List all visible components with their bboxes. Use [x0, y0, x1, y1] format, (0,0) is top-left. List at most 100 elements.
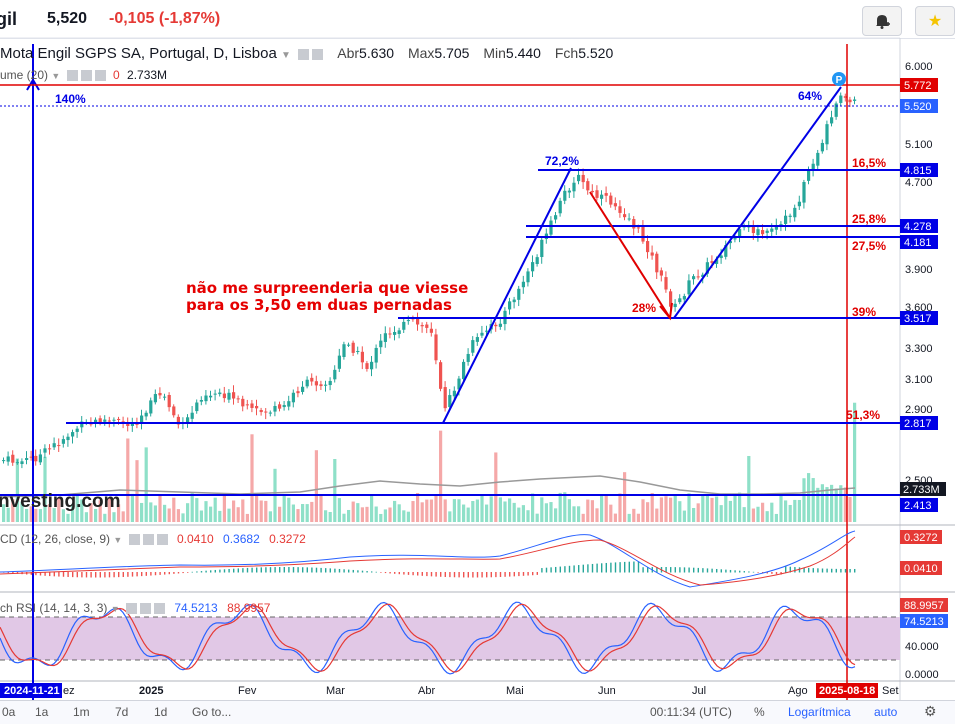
candle-body [613, 203, 617, 207]
macd-hist-bar [108, 572, 111, 578]
macd-hist-bar [794, 567, 796, 573]
stoch-rsi-legend: ch RSI (14, 14, 3, 3) ▼ 74.5213 88.9957 [0, 601, 271, 615]
close-icon[interactable] [156, 534, 168, 546]
macd-hist-bar [389, 572, 391, 574]
close-icon[interactable] [154, 603, 165, 615]
volume-bar [121, 511, 125, 522]
macd-line [0, 530, 856, 588]
macd-hist-bar [426, 572, 428, 577]
candle-body [526, 271, 530, 283]
candle-body [673, 303, 677, 308]
candle-body [834, 103, 838, 117]
svg-text:Abr: Abr [418, 685, 435, 697]
volume-bar [172, 497, 176, 522]
range-button-1a[interactable]: 1a [35, 705, 49, 719]
macd-hist-bar [835, 568, 837, 573]
range-button-1d[interactable]: 1d [154, 705, 168, 719]
macd-hist-bar [237, 568, 239, 573]
candle-body [126, 423, 130, 426]
macd-hist-bar [614, 562, 617, 573]
chevron-down-icon[interactable]: ▼ [110, 604, 120, 614]
volume-bar [383, 509, 387, 522]
macd-hist-bar [371, 571, 373, 573]
time-tag-right: 2025-08-18 [819, 685, 875, 697]
visibility-icon[interactable] [128, 534, 140, 546]
volume-bar [190, 493, 194, 522]
pct-label-28: 28% [632, 301, 656, 315]
range-button-7d[interactable]: 7d [115, 705, 129, 719]
volume-bar [632, 508, 636, 522]
macd-hist-bar [665, 567, 667, 573]
macd-hist-bar [242, 568, 244, 573]
volume-bar [779, 493, 783, 522]
p-marker[interactable] [832, 72, 846, 86]
price-tag-4181: 4.181 [900, 235, 938, 249]
volume-bar [659, 497, 663, 522]
macd-hist-bar [196, 571, 198, 573]
svg-text:2.413: 2.413 [904, 500, 932, 512]
price-change: -0,105 (-1,87%) [109, 10, 220, 28]
candle-body [57, 445, 61, 447]
volume-bar [756, 506, 760, 522]
volume-bar [646, 502, 650, 522]
visibility-icon[interactable] [298, 48, 310, 60]
volume-bar [843, 487, 847, 522]
macd-hist-bar [311, 567, 313, 573]
utc-clock[interactable]: 00:11:34 (UTC) [650, 705, 732, 719]
macd-hist-bar [131, 572, 134, 577]
volume-bar [549, 502, 553, 522]
candle-body [494, 324, 498, 327]
candle-body [788, 215, 792, 217]
macd-hist-bar [113, 572, 115, 578]
macd-hist-bar [72, 572, 74, 578]
macd-hist-bar [628, 561, 630, 573]
rsi-tick-40: 40.000 [905, 641, 939, 653]
macd-hist-bar [486, 572, 488, 578]
pct-label-275: 27,5% [852, 239, 886, 253]
volume-bar [245, 513, 249, 522]
log-toggle[interactable]: Logarítmica [788, 705, 851, 719]
goto-button[interactable]: Go to... [192, 705, 232, 719]
percent-toggle[interactable]: % [754, 705, 765, 719]
bottom-toolbar: 0a 1a 1m 7d 1d Go to... 00:11:34 (UTC) %… [0, 700, 955, 724]
macd-histogram [3, 561, 856, 578]
price-change-value: -0,105 [109, 10, 155, 27]
range-button-1m[interactable]: 1m [73, 705, 90, 719]
volume-bar [103, 513, 107, 522]
settings-icon[interactable] [142, 534, 154, 546]
settings-icon[interactable] [312, 48, 324, 60]
candle-body [590, 190, 594, 193]
macd-hist-bar [559, 566, 561, 573]
settings-icon[interactable] [80, 70, 92, 82]
candle-body [636, 227, 640, 229]
candle-body [549, 220, 553, 235]
close-icon[interactable] [94, 70, 106, 82]
visibility-icon[interactable] [126, 603, 137, 615]
range-button-0a[interactable]: 0a [2, 705, 16, 719]
chevron-down-icon[interactable]: ▼ [51, 71, 61, 81]
candle-body [199, 399, 203, 402]
macd-hist-bar [274, 567, 276, 573]
candle-body [34, 455, 38, 462]
volume-bar [595, 508, 599, 522]
candle-body [669, 291, 673, 307]
candle-body [655, 253, 659, 273]
volume-bar [452, 499, 456, 522]
macd-hist-bar [775, 572, 778, 575]
volume-bar [264, 500, 268, 522]
candle-body [61, 439, 65, 444]
macd-hist-bar [688, 567, 690, 573]
last-price: 5,520 [47, 10, 88, 27]
settings-icon[interactable] [140, 603, 151, 615]
gear-icon[interactable]: ⚙ [924, 703, 937, 719]
candle-body [103, 419, 107, 422]
visibility-icon[interactable] [66, 70, 78, 82]
svg-text:74.5213: 74.5213 [904, 616, 944, 628]
chevron-down-icon[interactable]: ▼ [113, 535, 123, 545]
legend-dropdown-icon[interactable]: ▼ [280, 50, 291, 61]
candle-body [751, 226, 755, 234]
macd-hist-bar [412, 572, 414, 576]
add-alert-button[interactable] [862, 6, 902, 36]
auto-toggle[interactable]: auto [874, 705, 898, 719]
